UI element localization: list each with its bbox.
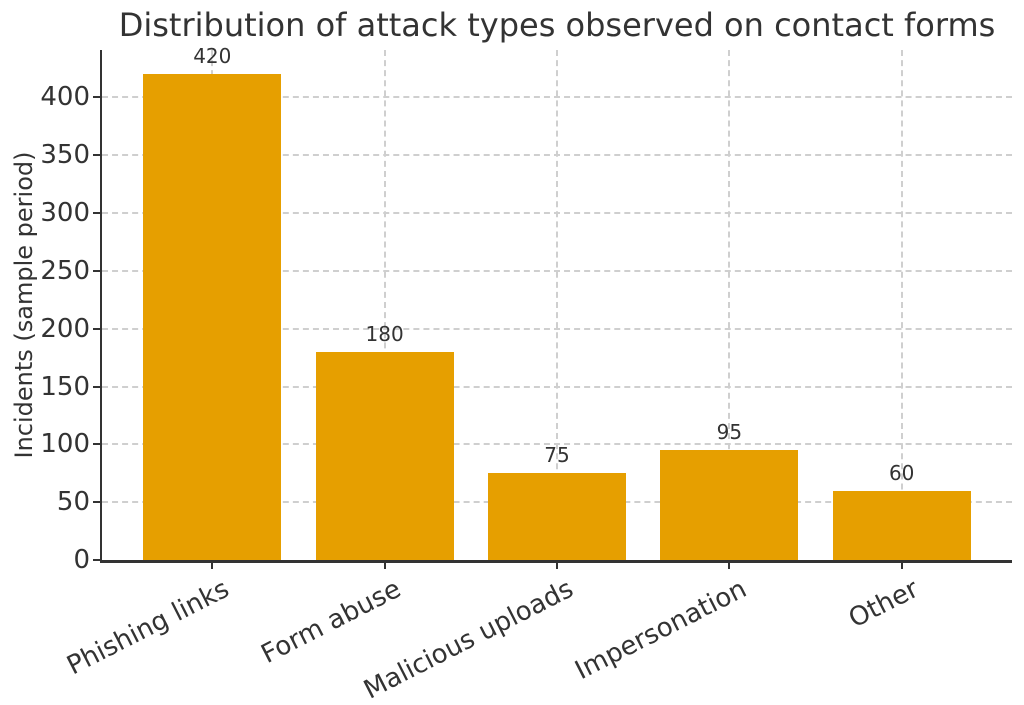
x-tick-mark — [728, 562, 731, 569]
gridline-vertical — [383, 50, 386, 560]
bar-value-label: 95 — [716, 420, 743, 445]
y-tick-label: 0 — [73, 545, 90, 575]
bar — [832, 490, 971, 560]
bar-value-label: 60 — [888, 460, 915, 485]
bar — [143, 74, 282, 560]
x-tick-label: Impersonation — [569, 574, 751, 687]
y-tick-mark — [92, 96, 100, 99]
y-tick-label: 250 — [40, 255, 90, 286]
y-tick-mark — [92, 443, 100, 446]
y-tick-label: 350 — [40, 140, 90, 171]
y-tick-mark — [92, 385, 100, 388]
y-tick-mark — [92, 327, 100, 330]
bar — [315, 351, 454, 560]
y-axis-spine — [99, 50, 102, 563]
bar — [488, 473, 626, 560]
y-tick-label: 400 — [40, 82, 90, 113]
bar-value-label: 180 — [365, 321, 404, 346]
y-tick-mark — [92, 269, 100, 272]
y-tick-mark — [92, 212, 100, 215]
gridline-vertical — [728, 50, 731, 560]
y-tick-mark — [92, 154, 100, 157]
y-tick-label: 300 — [40, 198, 90, 229]
y-tick-label: 100 — [40, 429, 90, 460]
bar-value-label: 420 — [193, 44, 232, 69]
gridline-vertical — [900, 50, 903, 560]
bar-value-label: 75 — [544, 443, 570, 468]
x-tick-mark — [211, 562, 214, 569]
y-tick-mark — [92, 501, 100, 504]
gridline-vertical — [556, 50, 558, 560]
x-tick-mark — [383, 562, 386, 569]
x-tick-label: Phishing links — [62, 574, 234, 682]
chart-title: Distribution of attack types observed on… — [118, 6, 996, 44]
y-tick-label: 150 — [40, 371, 90, 402]
x-tick-mark — [556, 562, 558, 569]
y-tick-mark — [92, 559, 100, 561]
y-tick-label: 200 — [40, 313, 90, 344]
bar — [660, 450, 799, 560]
x-tick-label: Other — [843, 574, 924, 635]
x-tick-mark — [900, 562, 903, 569]
y-tick-label: 50 — [56, 487, 90, 518]
x-axis-spine — [99, 560, 1012, 563]
x-tick-label: Form abuse — [257, 574, 407, 670]
